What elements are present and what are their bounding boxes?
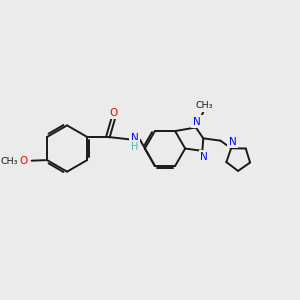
Text: N: N (131, 133, 139, 143)
Text: CH₃: CH₃ (195, 101, 213, 110)
Text: O: O (109, 108, 117, 118)
Text: N: N (229, 137, 236, 147)
Text: N: N (193, 116, 201, 127)
Text: H: H (131, 142, 138, 152)
Text: N: N (200, 152, 208, 162)
Text: O: O (19, 156, 27, 166)
Text: CH₃: CH₃ (1, 157, 18, 166)
